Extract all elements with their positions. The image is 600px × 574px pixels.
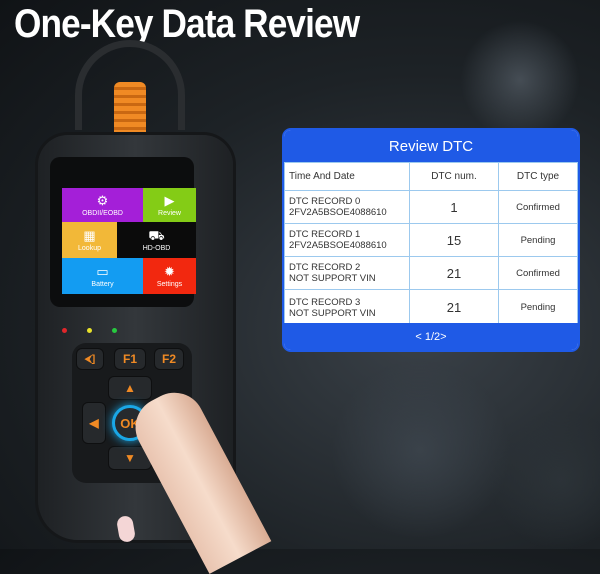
f2-button[interactable]: F2 <box>154 348 184 370</box>
f1-button[interactable]: F1 <box>114 348 146 370</box>
tile-hd-obd[interactable]: ⛟ HD-OBD <box>117 222 196 258</box>
record-vin: 2FV2A5BSOE4088610 <box>289 207 387 218</box>
record-vin: 2FV2A5BSOE4088610 <box>289 240 387 251</box>
record-vin: NOT SUPPORT VIN <box>289 307 376 319</box>
column-header: DTC num. <box>409 162 499 191</box>
table-header-row: Time And Date DTC num. DTC type <box>284 162 578 191</box>
dtc-type: Confirmed <box>498 256 578 290</box>
panel-title: Review DTC <box>284 130 578 162</box>
dtc-num: 21 <box>409 256 499 290</box>
tile-battery[interactable]: ▭ Battery <box>62 258 143 294</box>
dtc-table: Time And Date DTC num. DTC type DTC RECO… <box>284 162 578 326</box>
review-dtc-panel: Review DTC Time And Date DTC num. DTC ty… <box>282 128 580 352</box>
record-name: DTC RECORD 3 <box>289 296 361 308</box>
record-name: DTC RECORD 2 <box>289 262 361 273</box>
cable <box>75 40 185 130</box>
tile-settings[interactable]: ✹ Settings <box>143 258 196 294</box>
gear-icon: ✹ <box>164 263 175 279</box>
battery-icon: ▭ <box>96 263 109 279</box>
back-button[interactable]: ⮜] <box>76 348 104 370</box>
device-screen: ⚙ OBDII/EOBD ▶ Review ▦ Lookup ⛟ HD-OBD ▭ Bat… <box>62 188 196 294</box>
record-vin: NOT SUPPORT VIN <box>289 273 376 284</box>
record-name: DTC RECORD 0 <box>289 196 361 207</box>
dtc-num: 21 <box>409 289 499 326</box>
dtc-num: 15 <box>409 223 499 257</box>
status-leds <box>62 328 117 333</box>
dtc-type: Confirmed <box>498 190 578 224</box>
truck-icon: ⛟ <box>148 227 165 243</box>
tile-review[interactable]: ▶ Review <box>143 188 196 222</box>
table-row[interactable]: DTC RECORD 0 2FV2A5BSOE4088610 1 Confirme… <box>284 190 578 224</box>
table-row[interactable]: DTC RECORD 2 NOT SUPPORT VIN 21 Confirmed <box>284 256 578 290</box>
tile-lookup[interactable]: ▦ Lookup <box>62 222 117 258</box>
up-button[interactable]: ▲ <box>108 376 152 400</box>
column-header: Time And Date <box>284 162 410 191</box>
dtc-type: Pending <box>498 223 578 257</box>
record-name: DTC RECORD 1 <box>289 229 361 240</box>
left-button[interactable]: ◀ <box>82 402 106 444</box>
column-header: DTC type <box>498 162 578 191</box>
led-green <box>112 328 117 333</box>
play-screen-icon: ▶ <box>164 192 175 208</box>
led-yellow <box>87 328 92 333</box>
table-row[interactable]: DTC RECORD 3 NOT SUPPORT VIN 21 Pending <box>284 289 578 326</box>
cable-connector <box>114 82 146 142</box>
dtc-num: 1 <box>409 190 499 224</box>
table-row[interactable]: DTC RECORD 1 2FV2A5BSOE4088610 15 Pending <box>284 223 578 257</box>
calendar-icon: ▦ <box>83 227 96 243</box>
tile-obd[interactable]: ⚙ OBDII/EOBD <box>62 188 143 222</box>
engine-icon: ⚙ <box>96 192 109 208</box>
led-red <box>62 328 67 333</box>
headline: One-Key Data Review <box>14 2 360 46</box>
dtc-type: Pending <box>498 289 578 326</box>
pager[interactable]: < 1/2> <box>284 323 578 350</box>
